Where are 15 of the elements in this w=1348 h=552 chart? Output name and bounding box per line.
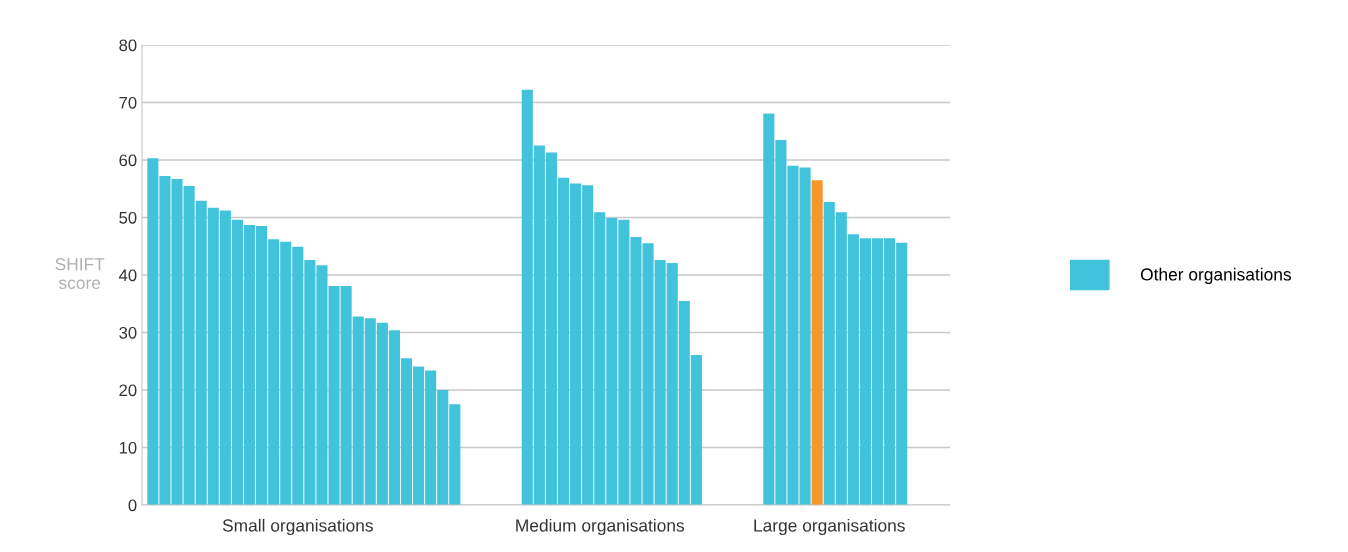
y-tick-label: 20: [119, 384, 137, 397]
x-tick-label: Small organisations: [222, 518, 373, 536]
x-tick-label: Medium organisations: [516, 518, 685, 536]
y-tick-label: 40: [118, 269, 137, 282]
y-tick-label: 50: [119, 211, 137, 224]
y-tick-label: 10: [119, 441, 137, 454]
bar: [811, 180, 823, 505]
y-tick-label: 60: [119, 154, 137, 167]
y-tick-label: 70: [119, 96, 137, 109]
legend-label: Other organisations: [1140, 267, 1291, 285]
y-axis-title: SHIFT score: [55, 258, 105, 290]
x-tick-label: Large organisations: [754, 518, 905, 536]
y-tick-label: 0: [128, 499, 137, 512]
y-tick-label: 30: [119, 326, 137, 339]
y-tick-label: 80: [119, 39, 137, 52]
